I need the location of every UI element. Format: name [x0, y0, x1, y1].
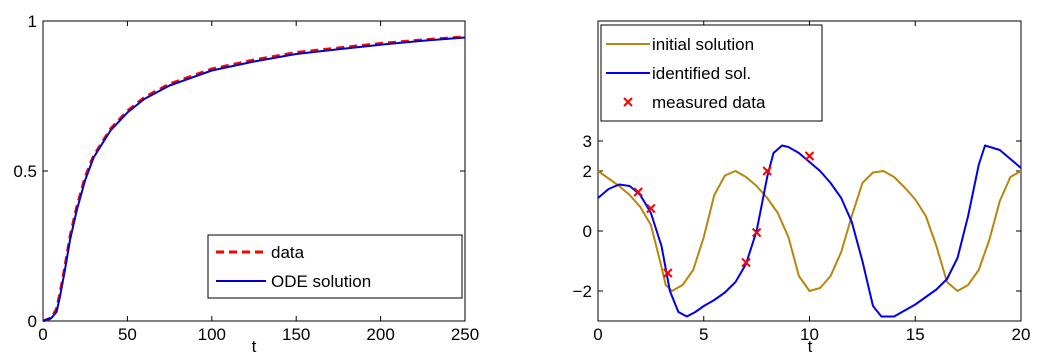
left-chart: 0 50 100 150 200 250 0 0.5 1 t data ODE solution: [13, 12, 479, 356]
left-y-tick-label: 0: [28, 312, 37, 331]
left-y-tick-label: 1: [28, 12, 37, 31]
left-x-tick-label: 0: [38, 325, 47, 344]
left-x-tick-label: 250: [451, 325, 479, 344]
right-series-measured-data-point: [646, 203, 656, 214]
left-legend-label-ode: ODE solution: [271, 272, 371, 291]
right-x-tick-label: 0: [593, 325, 602, 344]
right-x-axis-label: t: [808, 337, 813, 356]
left-legend-label-data: data: [271, 243, 305, 262]
right-y-tick-label: −2: [573, 282, 592, 301]
right-series-measured-data-point: [633, 187, 643, 197]
right-legend-label-identified: identified sol.: [652, 64, 751, 83]
right-ticks: 0 5 10 15 20 −2 0 2 3: [573, 21, 1031, 344]
right-series-measured-data-point: [804, 151, 815, 161]
left-ticks: 0 50 100 150 200 250 0 0.5 1: [13, 12, 479, 344]
left-x-tick-label: 200: [366, 325, 394, 344]
right-x-tick-label: 20: [1012, 325, 1031, 344]
right-legend-swatch-measured: [623, 97, 633, 107]
right-series-initial-solution-line: [597, 170, 1022, 292]
left-y-tick-label: 0.5: [13, 162, 37, 181]
right-x-tick-label: 5: [699, 325, 708, 344]
right-series-measured-data-point: [741, 257, 751, 268]
right-chart: 0 5 10 15 20 −2 0 2 3 t initial solution identif…: [573, 20, 1031, 356]
left-legend: data ODE solution: [207, 234, 463, 299]
left-x-axis-label: t: [252, 337, 257, 356]
right-y-tick-label: 3: [583, 132, 592, 151]
right-legend-label-initial: initial solution: [652, 35, 754, 54]
right-series-identified-sol-line: [597, 144, 1022, 318]
left-x-tick-label: 150: [282, 325, 310, 344]
right-series: [597, 144, 1022, 318]
right-y-tick-label: 2: [583, 162, 592, 181]
right-x-tick-label: 10: [800, 325, 819, 344]
right-legend-label-measured: measured data: [652, 93, 766, 112]
left-series: [42, 35, 466, 323]
left-x-tick-label: 50: [118, 325, 137, 344]
right-x-tick-label: 15: [906, 325, 925, 344]
left-x-tick-label: 100: [198, 325, 226, 344]
right-legend: initial solution identified sol. measure…: [600, 24, 823, 122]
right-y-tick-label: 0: [583, 222, 592, 241]
left-legend-box: [207, 234, 463, 299]
right-series-measured-data-point: [751, 227, 762, 238]
left-series-ode-solution-line: [42, 36, 466, 322]
right-series-measured-data-point: [762, 166, 772, 176]
right-series-measured-data-point: [663, 268, 673, 278]
